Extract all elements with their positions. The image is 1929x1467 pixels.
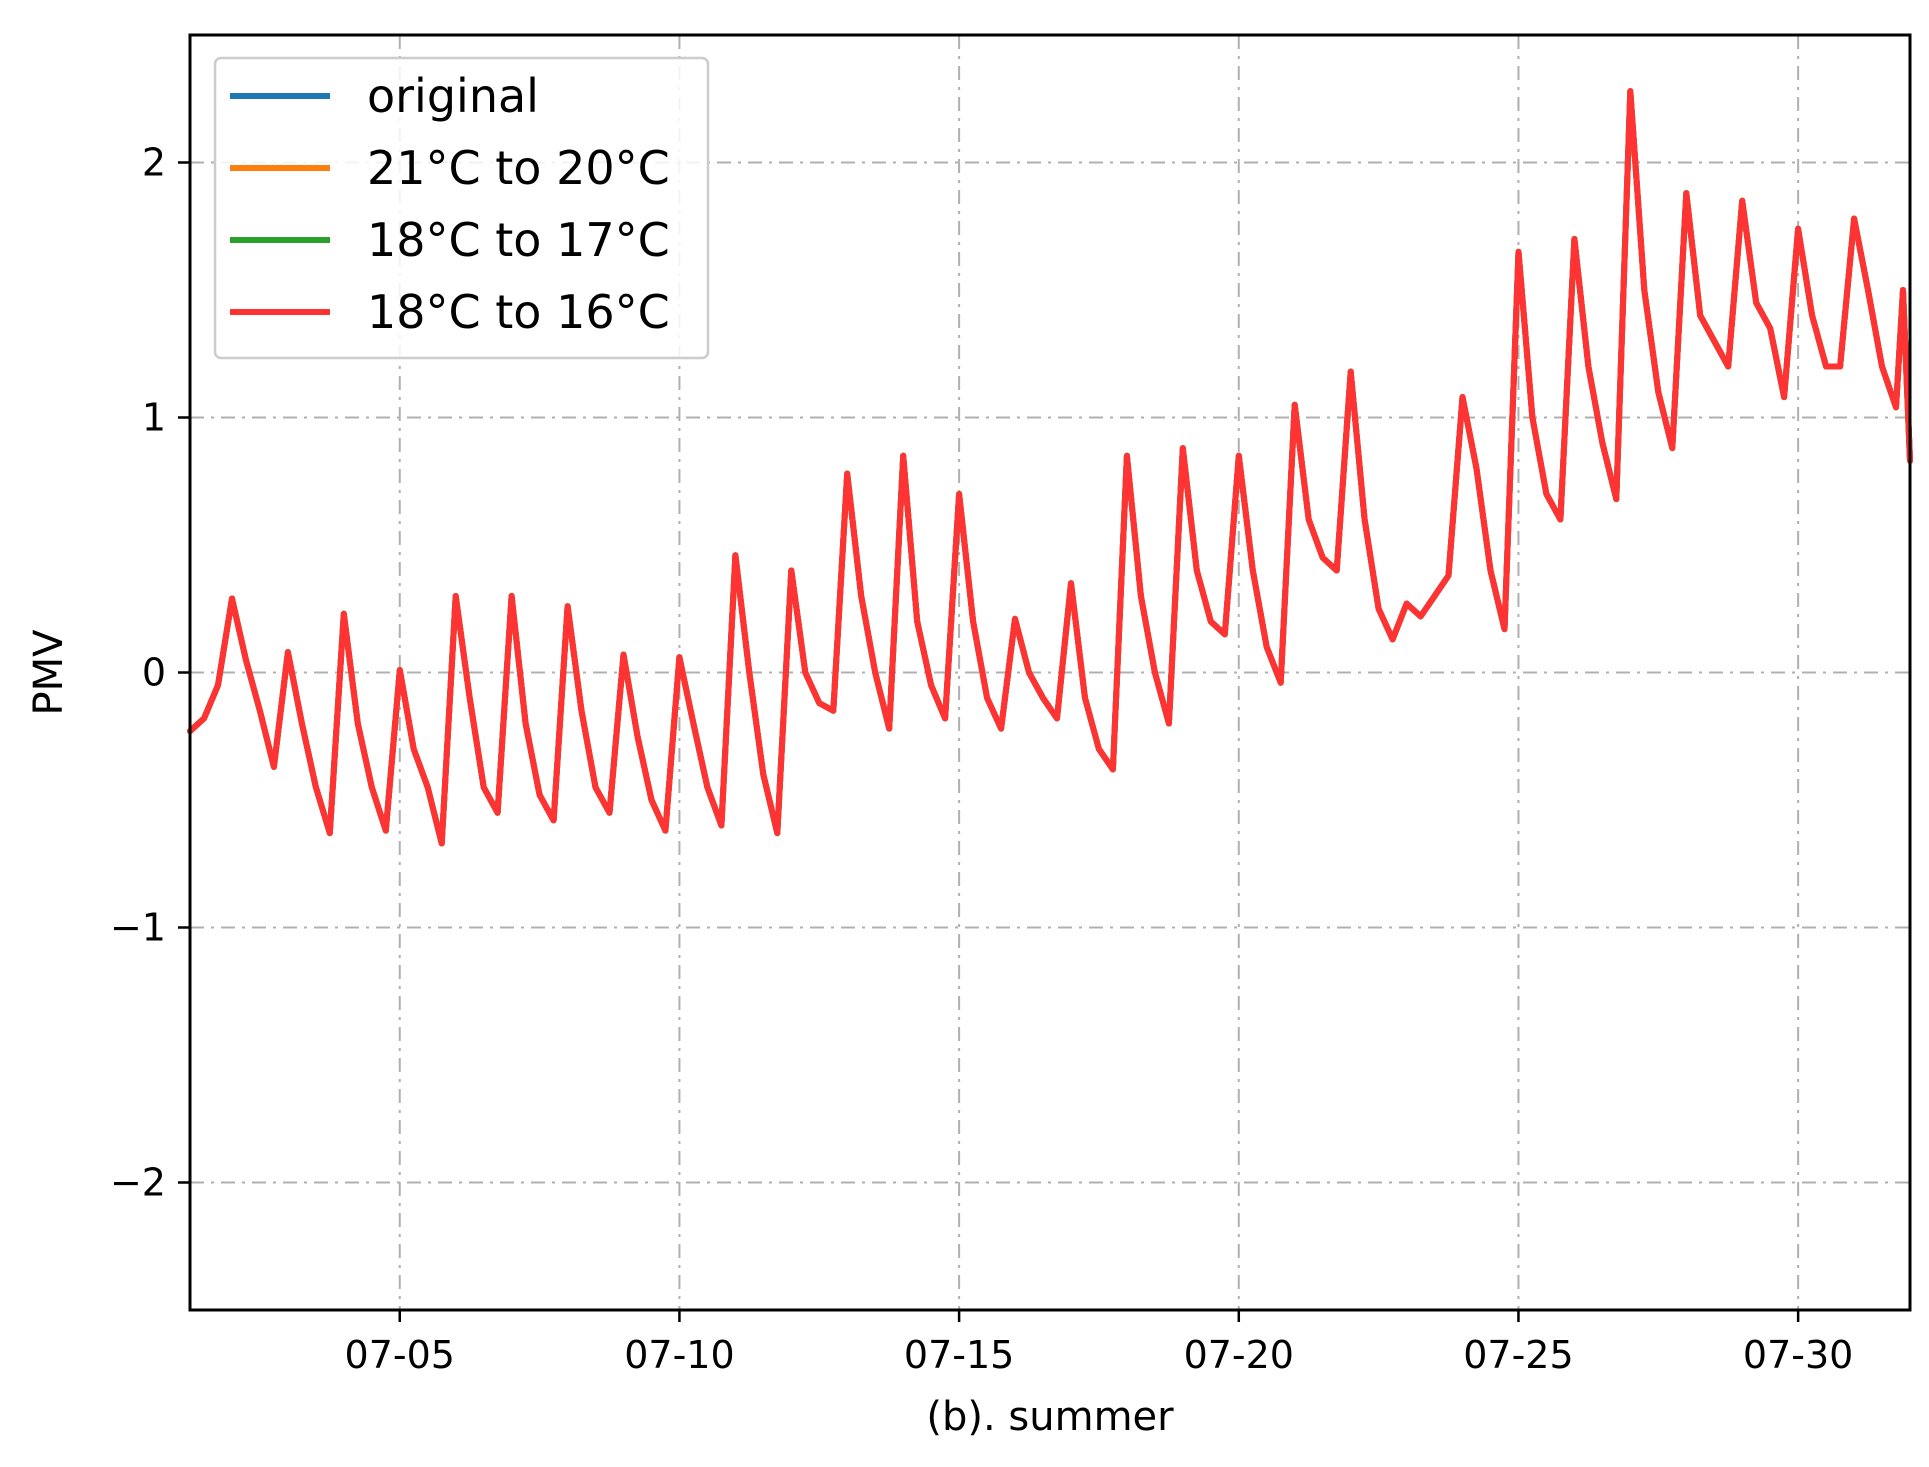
x-tick-label: 07-30: [1743, 1333, 1853, 1377]
x-tick-label: 07-05: [345, 1333, 455, 1377]
x-tick-label: 07-10: [624, 1333, 734, 1377]
ticks: 07-05 07-10 07-15 07-20 07-25 07-30 −2 −1 0 1 2: [110, 141, 1853, 1378]
legend-label: 21°C to 20°C: [367, 141, 670, 195]
legend-label: 18°C to 16°C: [367, 285, 670, 339]
grid: [190, 35, 1910, 1310]
x-axis-label: (b). summer: [926, 1394, 1174, 1440]
legend: original 21°C to 20°C 18°C to 17°C 18°C to …: [213, 56, 710, 360]
y-axis-label: PMV: [26, 629, 72, 716]
x-tick-label: 07-15: [904, 1333, 1014, 1377]
y-tick-label: −1: [110, 906, 166, 950]
legend-label: original: [367, 69, 539, 123]
series-line-3: [187, 88, 1913, 847]
y-tick-label: 2: [142, 141, 166, 185]
x-tick-label: 07-25: [1463, 1333, 1573, 1377]
y-tick-label: 1: [142, 396, 166, 440]
y-tick-label: 0: [142, 651, 166, 695]
series-layer: [187, 88, 1913, 847]
x-tick-label: 07-20: [1184, 1333, 1294, 1377]
legend-box: [213, 56, 710, 360]
y-tick-label: −2: [110, 1161, 166, 1205]
legend-label: 18°C to 17°C: [367, 213, 670, 267]
